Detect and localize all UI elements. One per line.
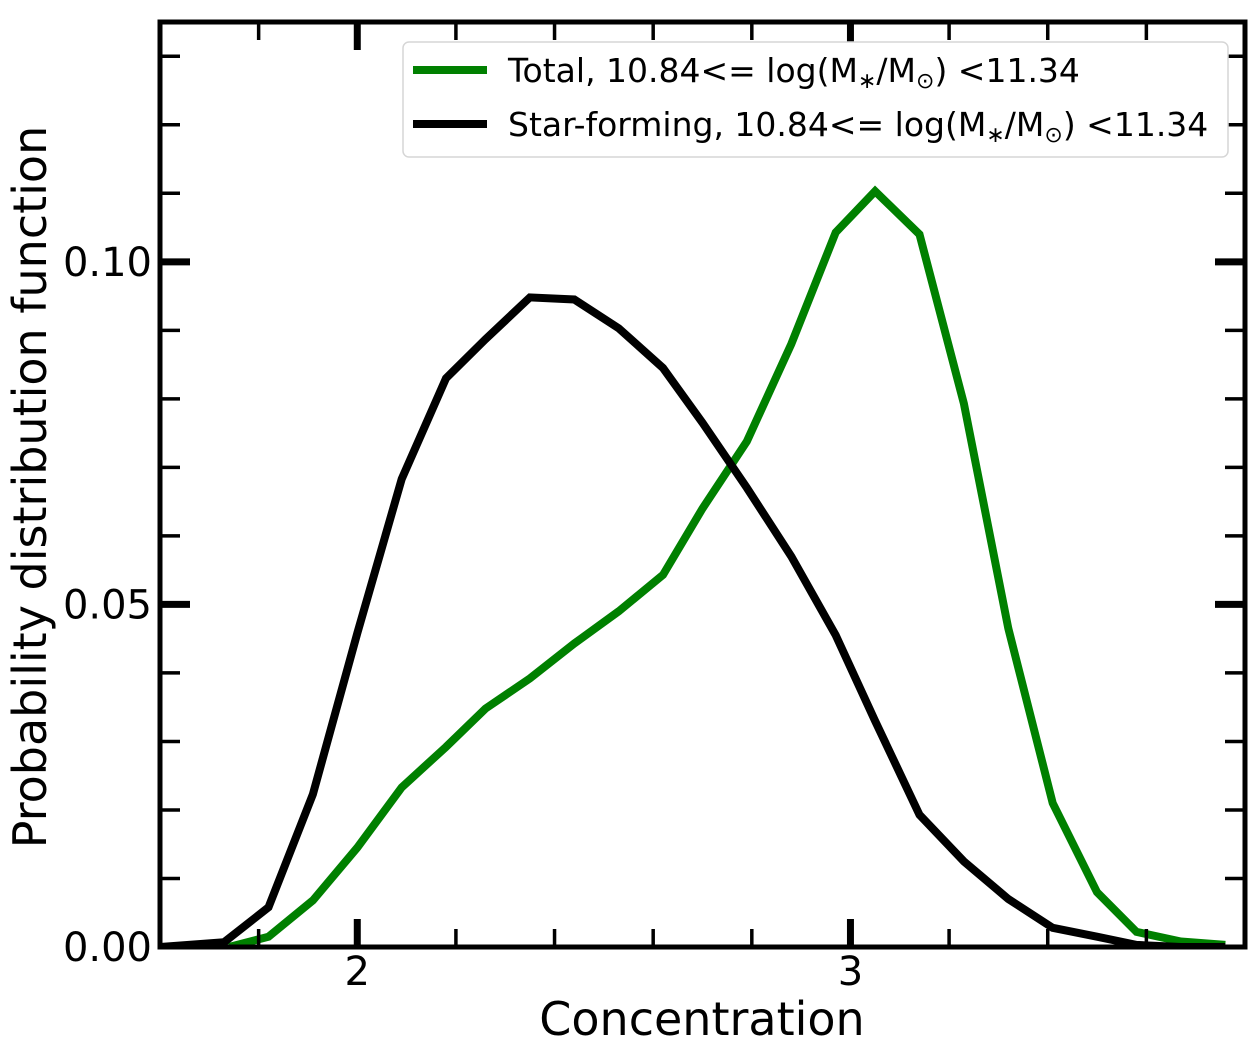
legend-entry-1: Star-forming, 10.84<= log(M∗/M⊙) <11.34 [508,105,1208,148]
series-line-0 [227,185,1226,947]
legend: Total, 10.84<= log(M∗/M⊙) <11.34 Star-for… [402,41,1229,158]
legend-box [402,41,1229,158]
y-axis-title: Probability distribution function [3,126,57,848]
x-axis-title: Concentration [539,992,864,1046]
plot-area [160,185,1226,947]
legend-entry-0: Total, 10.84<= log(M∗/M⊙) <11.34 [507,51,1080,94]
series-line-1 [160,293,1226,947]
axes: 2 3 0.00 0.05 0.10 [63,19,1248,995]
plot-frame [157,19,1248,950]
x-tick-label: 2 [345,949,370,995]
y-tick-label: 0.05 [63,582,152,628]
y-tick-label: 0.10 [63,240,152,286]
y-tick-label: 0.00 [63,925,152,971]
x-tick-label: 3 [838,949,863,995]
